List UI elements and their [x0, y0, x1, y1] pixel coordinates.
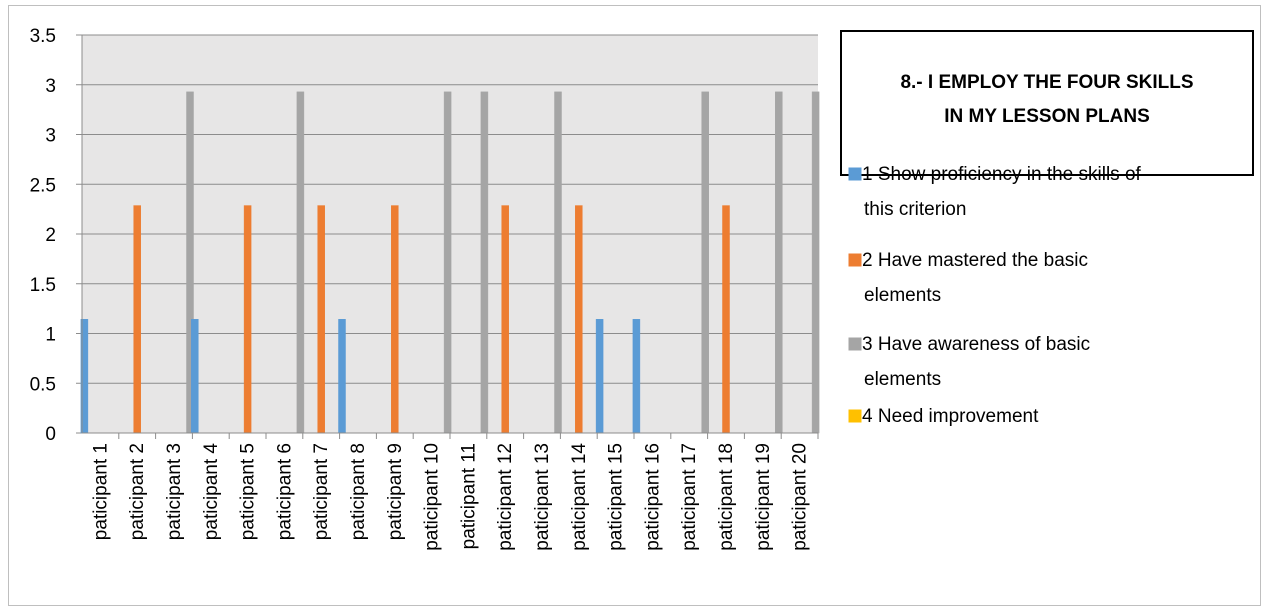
legend-label-2: 2 Have mastered the basic	[862, 250, 1088, 271]
bar-series-2	[243, 205, 252, 434]
y-tick-label: 3	[45, 76, 56, 97]
y-tick-label: 2.5	[30, 175, 56, 196]
chart-title-line-2: IN MY LESSON PLANS	[944, 106, 1150, 127]
x-category-label: paticipant 4	[201, 443, 222, 541]
x-category-label: paticipant 9	[385, 443, 406, 540]
legend-label-2: elements	[864, 285, 941, 306]
axes	[81, 35, 819, 439]
bar-series-3	[775, 91, 783, 434]
chart-title-line-1: 8.- I EMPLOY THE FOUR SKILLS	[900, 72, 1193, 93]
y-tick-label: 3.5	[30, 26, 56, 47]
bar-series-1	[191, 319, 199, 434]
legend-swatch-4	[848, 409, 862, 423]
y-tick-labels: 0 0.5 1 1.5 2 2.5 3 3 3.5	[30, 26, 56, 445]
bar-series-2	[317, 205, 325, 434]
legend-label-4: 4 Need improvement	[862, 406, 1039, 427]
legend-label-3: elements	[864, 369, 941, 390]
bar-series-3	[480, 91, 489, 434]
y-tick-label: 0	[45, 424, 56, 445]
bar-series-3	[296, 91, 305, 434]
x-tick-labels: paticipant 1 paticipant 2 paticipant 3 pati…	[90, 443, 810, 551]
legend-swatch-2	[848, 253, 862, 267]
y-tick-label: 2	[45, 225, 56, 246]
x-category-label: paticipant 11	[458, 443, 479, 549]
y-tick-label: 1.5	[30, 275, 56, 296]
legend-label-1: this criterion	[864, 199, 966, 220]
bar-series-3	[701, 91, 709, 434]
bar-series-2	[133, 205, 141, 434]
y-tick-label: 1	[45, 325, 56, 346]
x-category-label: paticipant 3	[164, 443, 185, 540]
legend-swatch-1	[848, 167, 862, 181]
bar-series-2	[501, 205, 509, 434]
x-category-label: paticipant 10	[422, 443, 443, 551]
bar-series-3	[554, 91, 562, 434]
legend-swatch-3	[848, 337, 862, 351]
x-category-label: paticipant 13	[532, 443, 553, 551]
bar-series-2	[391, 205, 399, 434]
x-category-label: paticipant 15	[606, 443, 627, 551]
y-tick-label: 0.5	[30, 374, 56, 395]
title-frame	[840, 30, 1254, 176]
x-category-label: paticipant 7	[311, 443, 332, 540]
chart-title-box: 8.- I EMPLOY THE FOUR SKILLS IN MY LESSO…	[840, 30, 1254, 176]
bar-series-2	[722, 205, 730, 434]
x-category-label: paticipant 12	[495, 443, 516, 551]
x-category-label: paticipant 6	[274, 443, 295, 540]
x-category-label: paticipant 20	[790, 443, 811, 551]
bar-series-2	[575, 205, 583, 434]
bars	[80, 91, 820, 434]
x-category-label: paticipant 18	[716, 443, 737, 551]
bar-series-1	[595, 319, 604, 434]
x-category-label: paticipant 19	[753, 443, 774, 551]
x-category-label: paticipant 8	[348, 443, 369, 540]
bar-series-3	[811, 91, 820, 434]
x-category-label: paticipant 17	[679, 443, 700, 551]
legend: 1 Show proficiency in the skills of this …	[848, 164, 1142, 427]
y-tick-label: 3	[45, 126, 56, 147]
x-category-label: paticipant 14	[569, 443, 590, 551]
legend-label-3: 3 Have awareness of basic	[862, 334, 1090, 355]
x-category-label: paticipant 1	[90, 443, 111, 540]
bar-series-1	[338, 319, 346, 434]
x-category-label: paticipant 5	[238, 443, 259, 540]
legend-label-1: 1 Show proficiency in the skills of	[862, 164, 1142, 185]
bar-series-1	[632, 319, 641, 434]
bar-series-3	[443, 91, 452, 434]
x-category-label: paticipant 2	[127, 443, 148, 540]
x-category-label: paticipant 16	[642, 443, 663, 551]
